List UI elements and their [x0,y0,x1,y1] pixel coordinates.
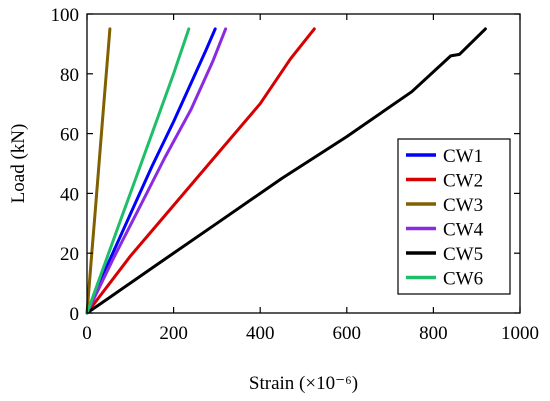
x-tick-label: 400 [246,323,275,344]
legend-label-cw3: CW3 [443,195,483,216]
y-tick-label: 40 [60,184,79,205]
x-tick-label: 800 [419,323,448,344]
legend-label-cw6: CW6 [443,269,483,290]
x-tick-label: 200 [159,323,188,344]
legend-label-cw1: CW1 [443,146,483,167]
axis-ticks [86,13,521,314]
plot-frame [86,13,521,314]
y-tick-label: 80 [60,65,79,86]
x-tick-label: 600 [333,323,362,344]
y-tick-label: 20 [60,244,79,265]
tick-labels: 0 200 400 600 800 1000 0 20 40 60 80 100 [51,5,540,344]
series-line-cw5 [85,27,487,315]
plot-lines [85,27,487,315]
legend: CW1 CW2 CW3 CW4 CW5 CW6 [397,138,511,295]
series-line-cw6 [85,27,191,315]
y-axis-title: Load (kN) [8,124,29,204]
legend-label-cw4: CW4 [443,220,484,241]
legend-box [397,138,511,295]
series-line-cw3 [85,27,112,315]
y-tick-label: 100 [51,5,80,26]
x-axis-title: Strain (×10⁻⁶) [249,373,358,394]
series-line-cw4 [85,27,228,315]
y-tick-label: 0 [70,304,80,325]
legend-label-cw2: CW2 [443,171,483,192]
y-tick-label: 60 [60,125,79,146]
x-tick-label: 1000 [501,323,539,344]
series-line-cw2 [85,27,316,315]
series-line-cw1 [85,27,217,315]
x-tick-label: 0 [82,323,92,344]
legend-label-cw5: CW5 [443,244,483,265]
